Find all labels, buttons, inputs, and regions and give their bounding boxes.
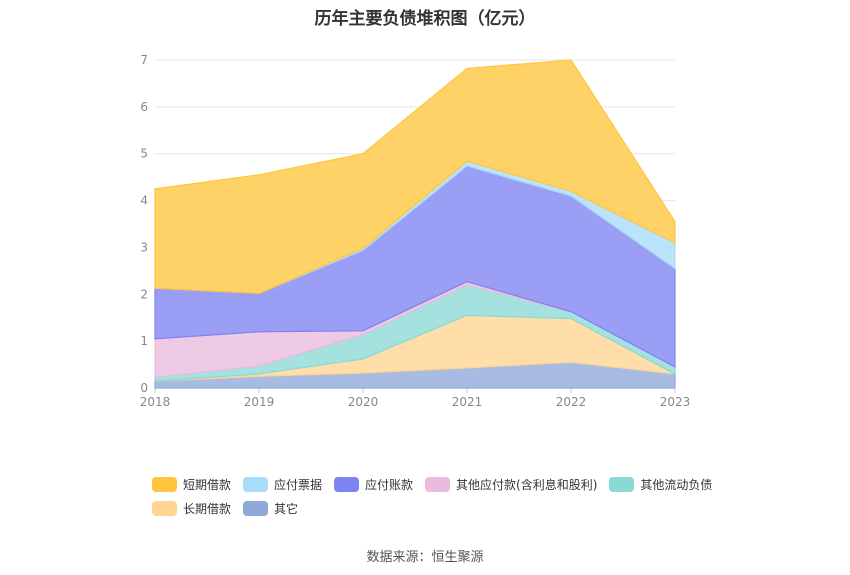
- legend-item-notes-payable[interactable]: 应付票据: [243, 476, 322, 493]
- x-tick-label: 2020: [348, 395, 379, 409]
- legend-swatch: [243, 476, 269, 492]
- legend-swatch: [152, 476, 177, 492]
- legend-item-other[interactable]: 其它: [243, 500, 298, 517]
- y-tick-label: 7: [140, 53, 148, 67]
- area-series: [154, 59, 676, 294]
- x-tick-label: 2018: [140, 395, 171, 409]
- data-source: 数据来源：恒生聚源: [366, 550, 484, 565]
- legend-label: 其它: [274, 501, 299, 516]
- x-tick-label: 2022: [556, 395, 587, 409]
- legend-item-short-term-loans[interactable]: 短期借款: [152, 476, 231, 493]
- y-tick-label: 3: [140, 240, 148, 254]
- legend-swatch: [334, 476, 360, 492]
- y-tick-label: 1: [140, 334, 148, 348]
- x-tick-label: 2019: [244, 395, 275, 409]
- y-tick-label: 5: [140, 147, 148, 161]
- legend-row-2: 长期借款 其它: [152, 496, 732, 520]
- chart-title: 历年主要负债堆积图（亿元）: [314, 9, 536, 29]
- y-tick-label: 2: [140, 287, 148, 301]
- legend-item-long-term-loans[interactable]: 长期借款: [152, 500, 231, 517]
- legend-item-other-payables[interactable]: 其他应付款(含利息和股利): [425, 476, 597, 493]
- legend-label: 其他流动负债: [640, 477, 713, 492]
- legend-swatch: [152, 500, 177, 516]
- legend-row-1: 短期借款 应付票据 应付账款 其他应付款(含利息和股利) 其他流动负债: [152, 472, 732, 496]
- y-tick-label: 0: [140, 381, 148, 395]
- legend-label: 长期借款: [183, 501, 232, 516]
- y-tick-label: 6: [140, 100, 148, 114]
- legend-swatch: [425, 476, 451, 492]
- legend-label: 其他应付款(含利息和股利): [456, 477, 598, 492]
- x-tick-label: 2021: [452, 395, 483, 409]
- x-tick-label: 2023: [660, 395, 691, 409]
- legend-label: 应付账款: [365, 477, 414, 492]
- legend-item-other-current-liabilities[interactable]: 其他流动负债: [609, 476, 712, 493]
- legend-label: 应付票据: [274, 477, 323, 492]
- y-tick-label: 4: [140, 194, 148, 208]
- legend-label: 短期借款: [183, 477, 232, 492]
- legend-swatch: [243, 500, 269, 516]
- legend: 短期借款 应付票据 应付账款 其他应付款(含利息和股利) 其他流动负债 长期借款…: [152, 472, 732, 520]
- legend-swatch: [609, 476, 635, 492]
- legend-item-accounts-payable[interactable]: 应付账款: [334, 476, 413, 493]
